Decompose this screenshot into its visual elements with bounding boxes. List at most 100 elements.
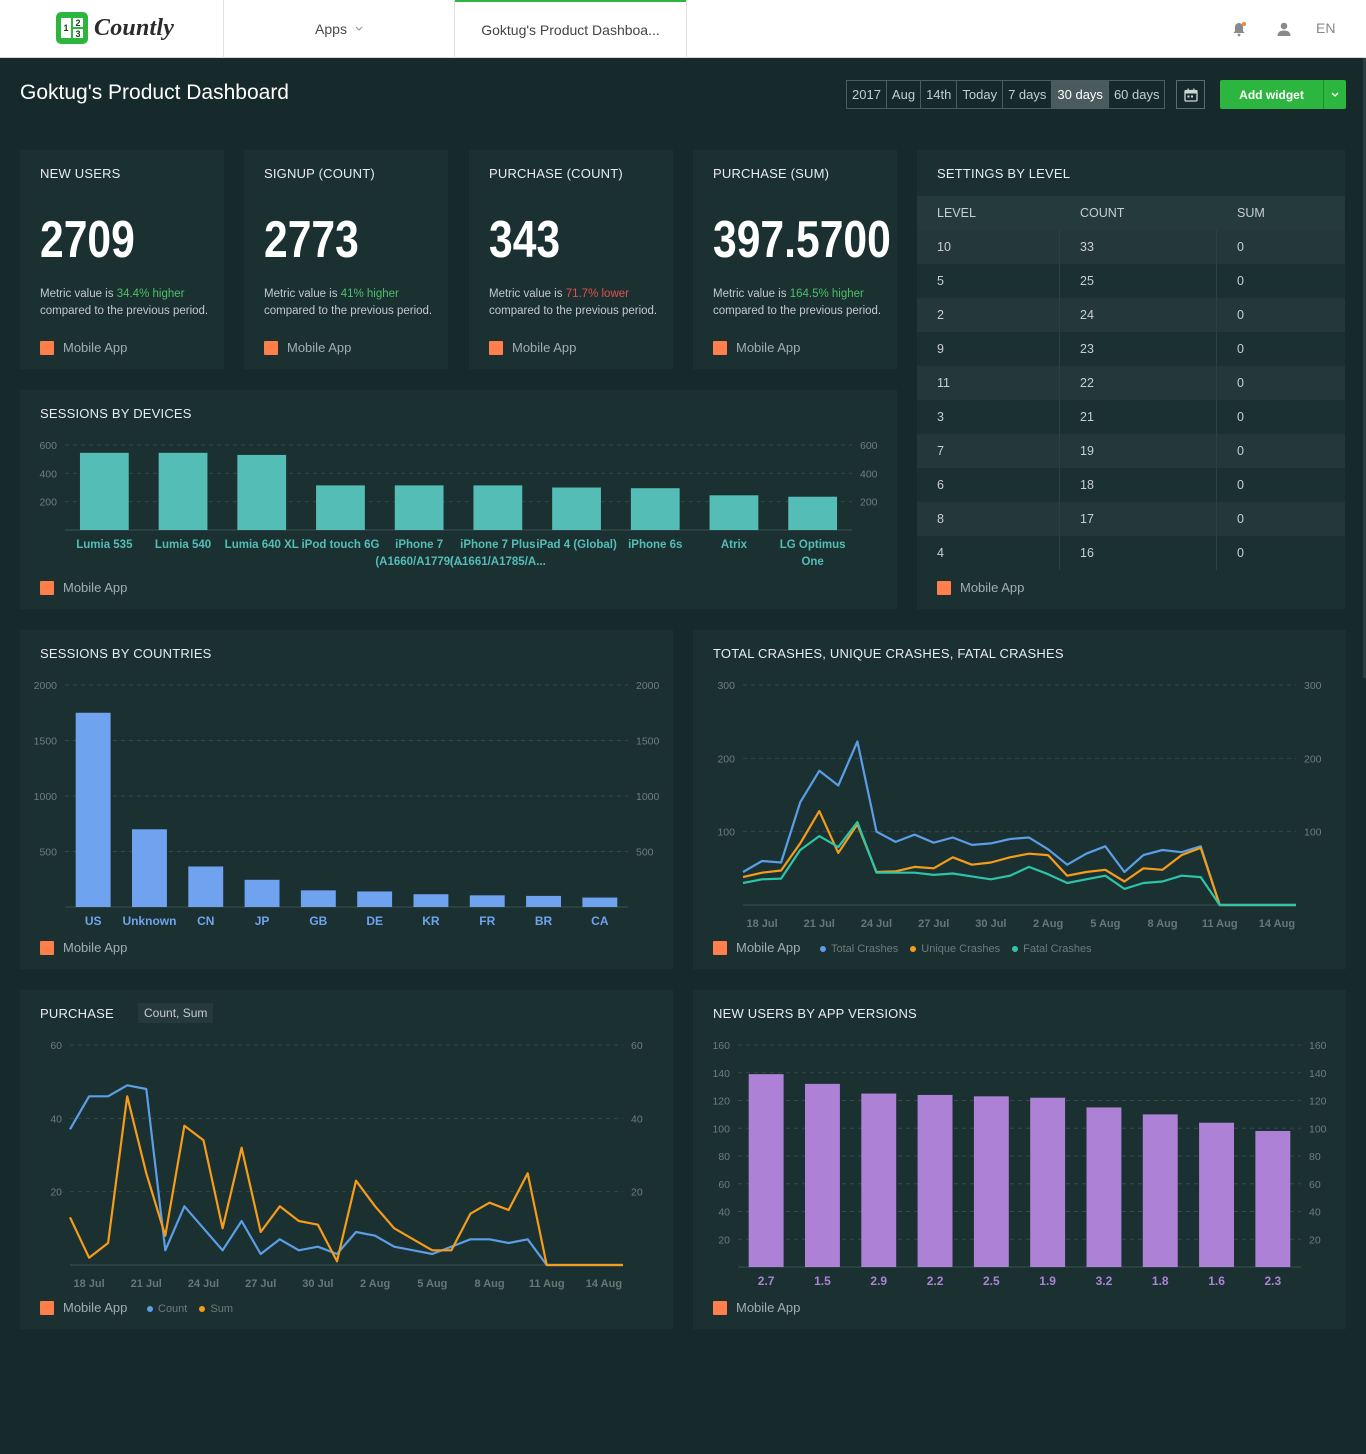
- series-color-dot: [910, 946, 917, 952]
- bar[interactable]: [1199, 1122, 1235, 1267]
- x-tick-label: BR: [535, 914, 553, 928]
- column-header[interactable]: LEVEL: [937, 206, 976, 220]
- bar[interactable]: [526, 895, 562, 907]
- bar[interactable]: [357, 891, 393, 907]
- user-profile-icon[interactable]: [1275, 20, 1293, 38]
- bar[interactable]: [413, 894, 449, 907]
- bar[interactable]: [469, 895, 505, 907]
- logo-digit-2: 2: [73, 18, 83, 28]
- column-header[interactable]: SUM: [1237, 206, 1265, 220]
- chevron-down-icon: [355, 26, 363, 31]
- bar[interactable]: [861, 1093, 897, 1267]
- x-tick-label: (A1661/A1785/A...: [450, 556, 546, 568]
- y-tick-label-right: 100: [1309, 1123, 1327, 1135]
- x-tick-label: iPhone 7: [395, 539, 443, 551]
- x-tick-label: US: [85, 914, 102, 928]
- app-color-swatch: [713, 1300, 727, 1315]
- y-tick-label-right: 2000: [636, 680, 660, 692]
- notification-bell-icon[interactable]: [1230, 20, 1248, 38]
- x-tick-label: 2 Aug: [360, 1278, 390, 1290]
- table-row: 4 16 0: [917, 536, 1345, 570]
- metric-title: PURCHASE (COUNT): [489, 166, 623, 181]
- x-tick-label: Atrix: [721, 539, 748, 551]
- bar[interactable]: [1030, 1097, 1066, 1267]
- series-line[interactable]: [69, 1095, 623, 1267]
- column-header[interactable]: COUNT: [1080, 206, 1125, 220]
- period-7-days[interactable]: 7 days: [1003, 81, 1053, 108]
- table-cell: 0: [1237, 274, 1244, 288]
- bar[interactable]: [973, 1096, 1009, 1267]
- metric-desc-prefix: Metric value is: [40, 288, 117, 300]
- tab-dashboard[interactable]: Goktug's Product Dashboa...: [455, 0, 686, 58]
- table-cell: 6: [917, 468, 1060, 502]
- bar[interactable]: [788, 496, 838, 530]
- series-line[interactable]: [742, 810, 1296, 907]
- bar[interactable]: [582, 897, 618, 907]
- bar[interactable]: [158, 452, 208, 530]
- y-tick-label: 200: [39, 497, 57, 509]
- period-today[interactable]: Today: [957, 81, 1004, 108]
- period-14th[interactable]: 14th: [921, 81, 958, 108]
- app-legend-label: Mobile App: [287, 340, 352, 355]
- table-cell: 3: [917, 400, 1060, 434]
- bar[interactable]: [131, 829, 167, 907]
- bar[interactable]: [1255, 1131, 1291, 1267]
- bar[interactable]: [1086, 1107, 1122, 1267]
- y-tick-label: 20: [718, 1234, 730, 1246]
- y-tick-label-right: 1500: [636, 736, 660, 748]
- bar[interactable]: [394, 485, 444, 530]
- table-cell: 0: [1237, 546, 1244, 560]
- bar[interactable]: [473, 485, 523, 530]
- bar[interactable]: [630, 488, 680, 530]
- bar[interactable]: [316, 485, 365, 530]
- bar[interactable]: [709, 495, 759, 530]
- apps-dropdown[interactable]: Apps: [224, 0, 454, 58]
- countly-logo[interactable]: 1 2 3 Countly: [56, 12, 174, 44]
- period-60-days[interactable]: 60 days: [1113, 87, 1160, 102]
- bar[interactable]: [237, 454, 287, 530]
- bar[interactable]: [1142, 1114, 1178, 1267]
- metric-title: NEW USERS: [40, 166, 121, 181]
- app-legend: Mobile App: [937, 580, 1024, 595]
- bar[interactable]: [748, 1074, 784, 1267]
- series-legend-item[interactable]: Fatal Crashes: [1012, 943, 1092, 955]
- x-tick-label: 14 Aug: [586, 1278, 622, 1290]
- bar[interactable]: [917, 1094, 953, 1267]
- x-tick-label: 1.6: [1208, 1274, 1225, 1288]
- scrollbar[interactable]: [1363, 58, 1366, 678]
- bar[interactable]: [244, 879, 280, 907]
- calendar-button[interactable]: [1176, 80, 1205, 109]
- series-legend-item[interactable]: Sum: [199, 1303, 233, 1315]
- add-widget-dropdown[interactable]: [1324, 80, 1346, 109]
- app-color-swatch: [489, 340, 503, 355]
- app-color-swatch: [264, 340, 278, 355]
- bar[interactable]: [75, 712, 111, 907]
- table-cell: 0: [1237, 410, 1244, 424]
- x-tick-label: Lumia 535: [76, 539, 133, 551]
- period-aug[interactable]: Aug: [887, 81, 922, 108]
- series-legend-item[interactable]: Total Crashes: [820, 943, 898, 955]
- y-tick-label: 60: [50, 1040, 62, 1052]
- add-widget-button[interactable]: Add widget: [1220, 80, 1346, 109]
- series-color-dot: [199, 1306, 206, 1312]
- bar[interactable]: [552, 487, 601, 531]
- period-2017[interactable]: 2017: [847, 81, 887, 108]
- bar[interactable]: [804, 1083, 840, 1267]
- app-legend-label: Mobile App: [736, 1300, 801, 1315]
- bar[interactable]: [300, 890, 336, 907]
- table-cell: 22: [1060, 366, 1217, 400]
- bar[interactable]: [79, 452, 129, 530]
- y-tick-label-right: 20: [1309, 1234, 1321, 1246]
- x-tick-label: JP: [255, 914, 270, 928]
- period-30-days[interactable]: 30 days: [1052, 81, 1109, 108]
- bar[interactable]: [188, 866, 224, 907]
- app-legend: Mobile App: [40, 580, 127, 595]
- table-header-row: LEVEL COUNT SUM: [917, 196, 1345, 230]
- y-tick-label: 40: [50, 1113, 62, 1125]
- table-row: 5 25 0: [917, 264, 1345, 298]
- series-legend-item[interactable]: Count: [147, 1303, 187, 1315]
- series-legend-item[interactable]: Unique Crashes: [910, 943, 1000, 955]
- series-line[interactable]: [742, 821, 1296, 907]
- language-selector[interactable]: EN: [1316, 20, 1336, 36]
- x-tick-label: 30 Jul: [975, 918, 1006, 930]
